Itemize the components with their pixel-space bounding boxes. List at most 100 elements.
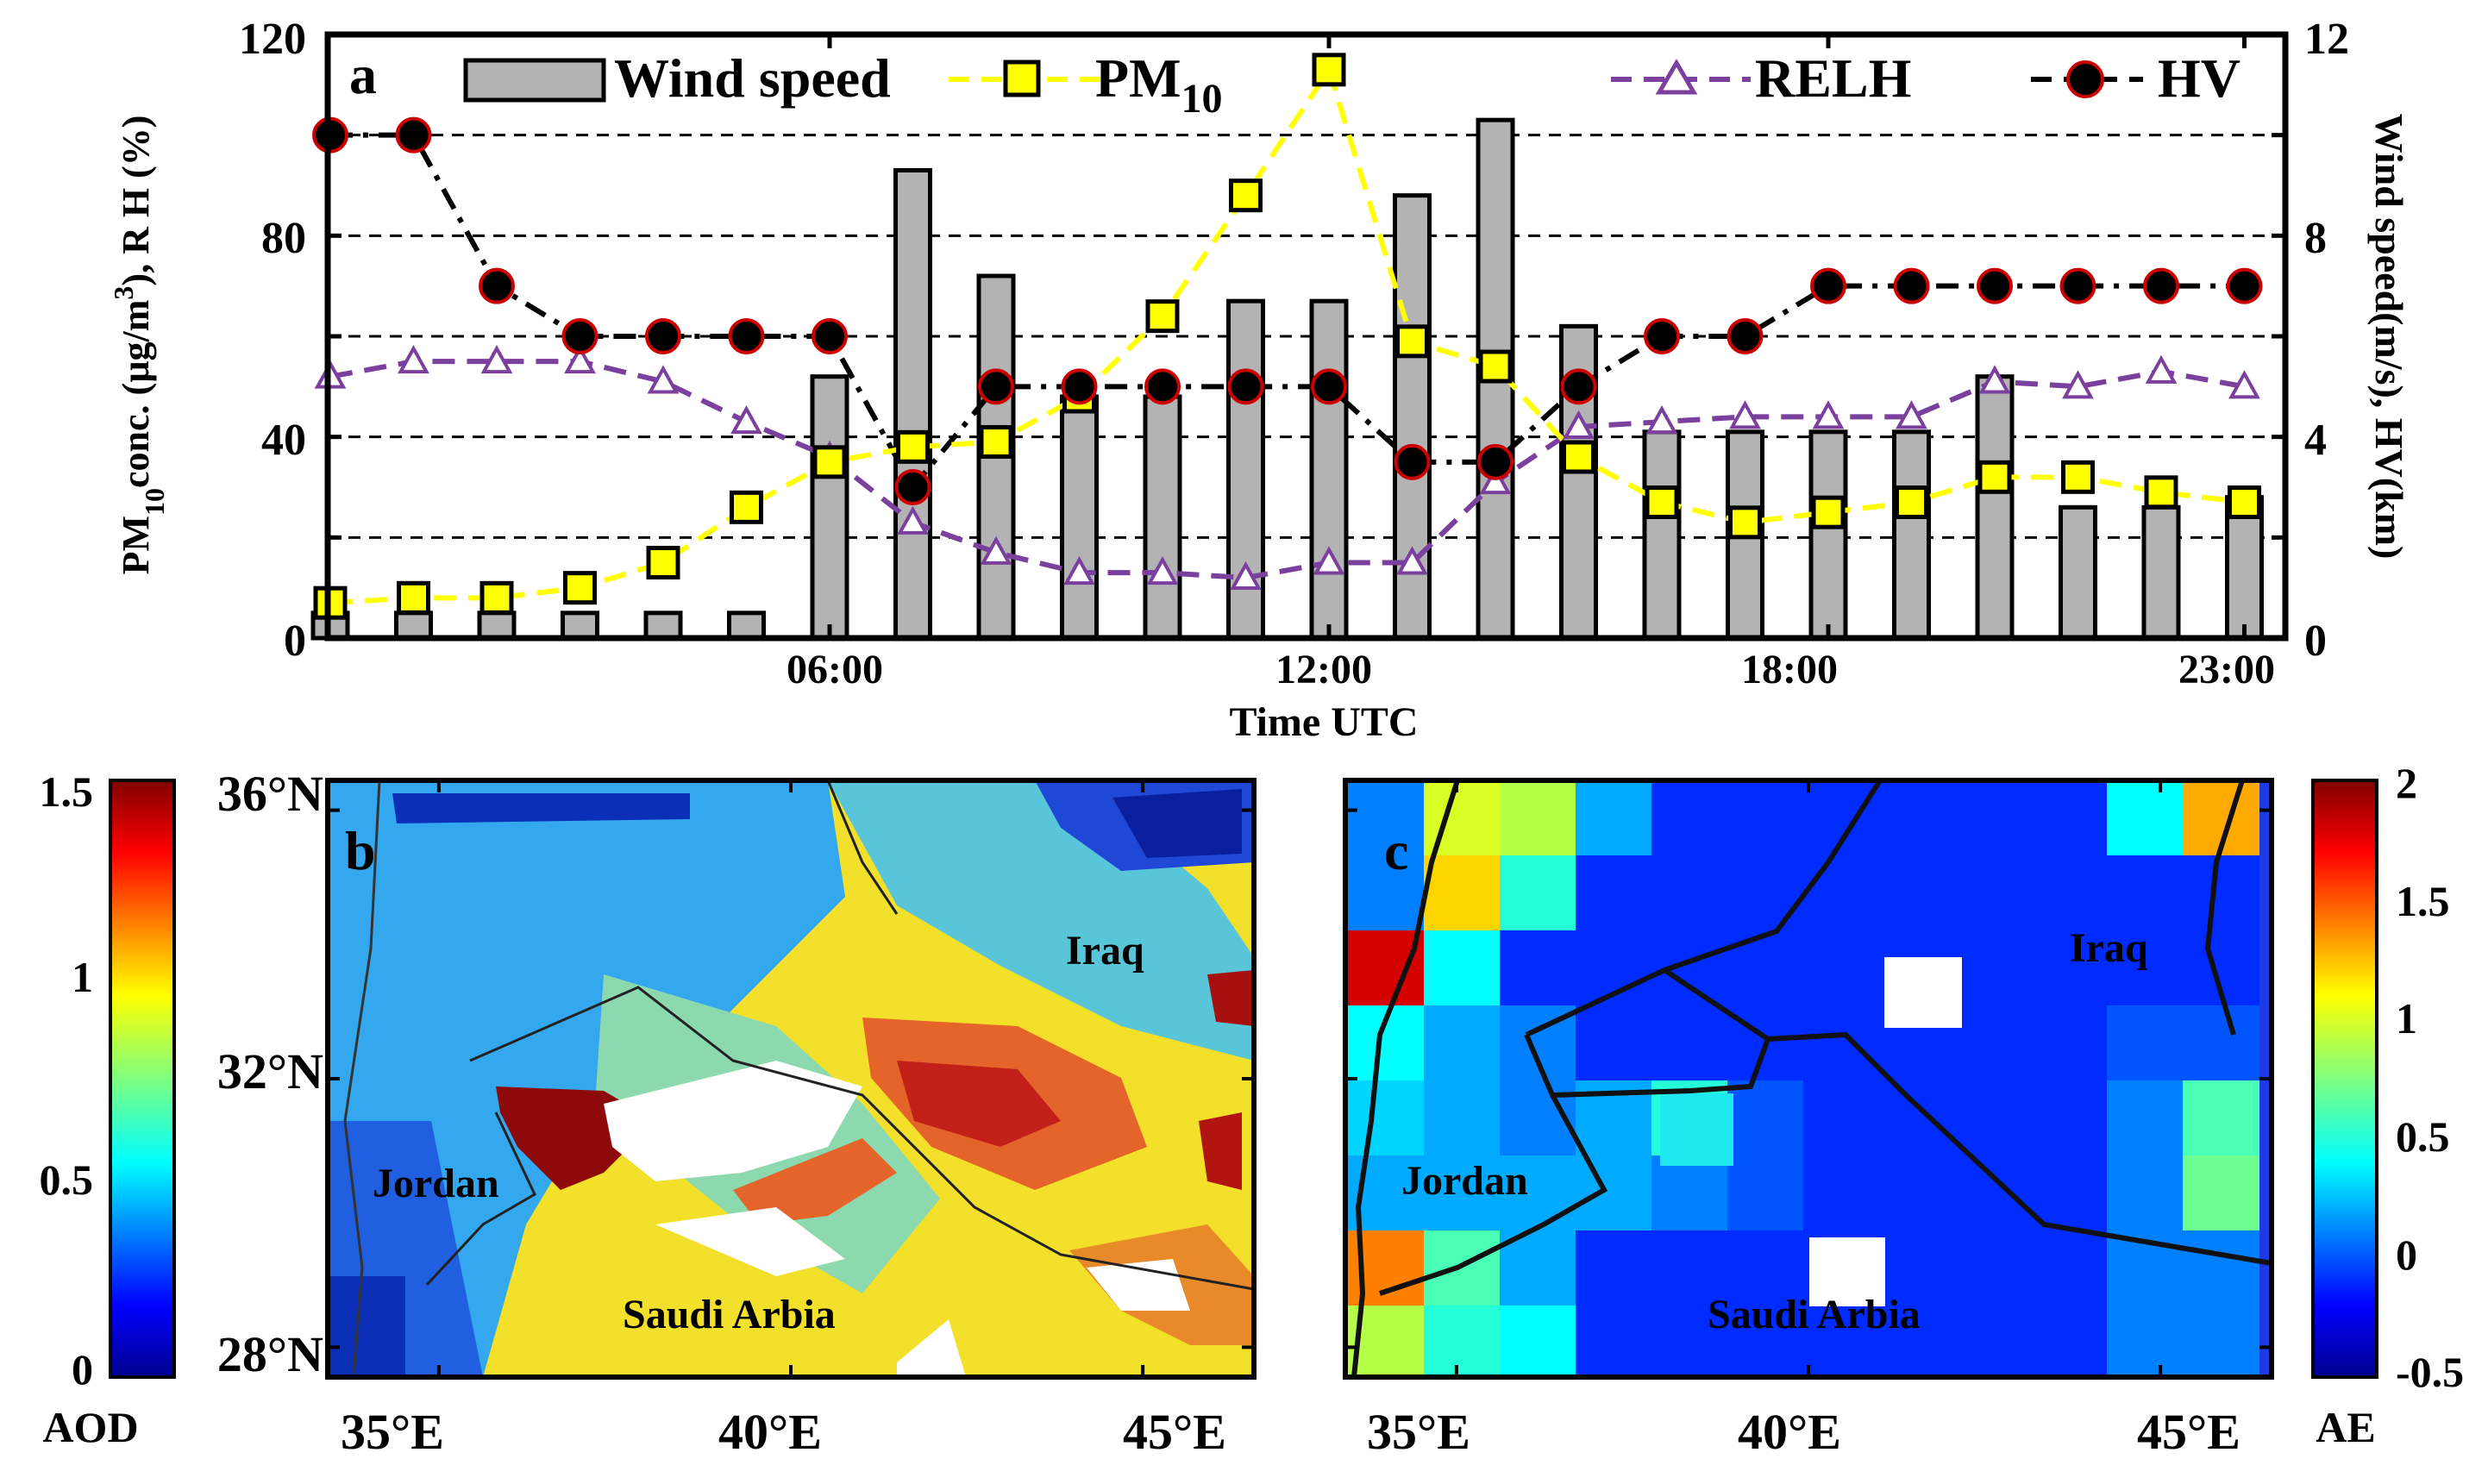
a-bar-wind-speed-10	[1143, 394, 1182, 641]
a-marker-relh-7	[897, 505, 929, 535]
a-marker-hv-19	[1893, 267, 1930, 304]
a-marker-pm10-18	[1811, 495, 1846, 529]
c-cell	[1500, 1230, 1576, 1306]
c-cell	[1803, 1005, 1880, 1081]
a-marker-pm10-20	[1977, 460, 2012, 494]
colorbar-aod-bar	[109, 779, 176, 1379]
b-region-north-dark	[392, 793, 690, 823]
b-lat-tick-32n: 32°N	[217, 1043, 323, 1099]
a-gridlines	[328, 134, 2285, 539]
a-marker-pm10-16	[1645, 485, 1679, 519]
b-lon-tick-40e: 40°E	[718, 1404, 822, 1460]
panel-b-aod-map: b Iraq Jordan Saudi Arbia 36°N 32°N 28°N…	[217, 766, 1257, 1460]
a-marker-pm10-7	[896, 429, 930, 464]
a-marker-hv-1	[395, 116, 432, 153]
legend-label-hv: HV	[2158, 47, 2240, 109]
colorbar-ae-tick-1: 1	[2396, 994, 2417, 1043]
colorbar-ae-bar	[2311, 779, 2378, 1379]
a-marker-relh-11	[1230, 560, 1262, 590]
a-marker-pm10-3	[563, 571, 597, 605]
c-cell	[2107, 1005, 2184, 1081]
a-bar-wind-speed-22	[2141, 504, 2181, 641]
c-border-east	[2204, 780, 2245, 1036]
b-region-label-jordan: Jordan	[373, 1161, 499, 1206]
c-cell	[1424, 855, 1501, 931]
b-axis-ticks	[328, 780, 1254, 1377]
a-marker-hv-13	[1394, 443, 1431, 480]
panel-c-label: c	[1384, 820, 1408, 881]
a-marker-hv-2	[479, 267, 515, 304]
a-marker-hv-6	[812, 318, 848, 354]
a-marker-pm10-12	[1312, 53, 1346, 87]
c-cell	[1500, 930, 1576, 1006]
a-marker-pm10-21	[2061, 460, 2095, 494]
a-ytick-left-120: 120	[239, 15, 306, 64]
a-marker-relh-13	[1396, 546, 1428, 575]
a-xtick-1200: 12:00	[1275, 647, 1372, 692]
c-cell	[1803, 1306, 1880, 1377]
a-ylabel-left: PM10conc. (µg/m3), R H (%)	[108, 116, 170, 575]
a-bar-wind-speed-7	[893, 168, 932, 641]
c-lon-tick-35e: 35°E	[1367, 1404, 1470, 1460]
c-cell	[1500, 1306, 1576, 1377]
a-bar-wind-speed-6	[810, 374, 849, 641]
c-cell-missing	[1884, 957, 1962, 1028]
a-marker-pm10-14	[1478, 349, 1513, 384]
a-marker-relh-15	[1563, 410, 1595, 439]
c-cell	[2031, 1080, 2108, 1156]
c-cell	[1651, 1306, 1728, 1377]
legend-marker-pm10	[1003, 59, 1041, 97]
c-cell	[1651, 1230, 1728, 1306]
c-cell	[1879, 780, 1956, 856]
c-cell	[1803, 855, 1880, 931]
b-region-label-iraq: Iraq	[1066, 928, 1144, 974]
colorbar-ae-tick-0.5: 0.5	[2396, 1112, 2450, 1161]
c-cell	[2183, 1306, 2259, 1377]
a-marker-relh-19	[1896, 400, 1927, 429]
a-marker-hv-12	[1311, 368, 1347, 405]
c-cell	[1727, 780, 1804, 856]
b-border-coast	[343, 780, 381, 1377]
a-marker-hv-15	[1560, 368, 1597, 405]
b-lat-tick-28n: 28°N	[217, 1326, 323, 1382]
c-cell	[1651, 855, 1728, 931]
a-marker-pm10-1	[397, 580, 430, 615]
a-axis-ticks	[328, 32, 2285, 641]
a-marker-pm10-8	[979, 425, 1013, 459]
a-marker-hv-3	[561, 318, 598, 354]
c-cell	[2183, 1230, 2259, 1306]
a-marker-pm10-5	[730, 490, 763, 524]
legend-label-pm10: PM10	[1095, 47, 1223, 122]
a-marker-relh-1	[398, 345, 429, 374]
b-region-south-cloud	[897, 1319, 966, 1377]
a-ytick-left-40: 40	[261, 416, 306, 465]
b-region-east-red	[1199, 1112, 1242, 1190]
c-cell	[1727, 1306, 1804, 1377]
b-region-west-blue	[328, 780, 845, 1377]
c-cell	[1651, 1155, 1728, 1231]
c-cell	[2031, 1155, 2108, 1231]
b-border-iraq-saudi	[469, 986, 1254, 1291]
c-region-label-jordan: Jordan	[1401, 1158, 1528, 1204]
c-cell	[1879, 1230, 1956, 1306]
a-marker-relh-16	[1645, 405, 1678, 435]
c-cell	[1424, 1080, 1501, 1156]
a-marker-hv-16	[1644, 318, 1680, 354]
c-cell	[2031, 1306, 2108, 1377]
c-cell	[1348, 930, 1425, 1006]
a-ytick-left-0: 0	[284, 617, 306, 666]
a-marker-pm10-15	[1562, 440, 1595, 474]
colorbar-ae-label: AE	[2316, 1403, 2375, 1451]
colorbar-aod: 1.5 1 0.5 0 AOD	[40, 767, 176, 1451]
c-grid-cells	[1348, 780, 2259, 1377]
a-marker-pm10-4	[646, 546, 680, 579]
a-ytick-right-12: 12	[2304, 15, 2349, 64]
c-cell	[1803, 930, 1880, 1006]
c-cell	[2107, 1306, 2184, 1377]
c-region-label-saudi: Saudi Arbia	[1708, 1292, 1921, 1337]
c-cell	[2107, 780, 2184, 856]
legend-marker-relh	[1655, 59, 1698, 95]
colorbar-aod-tick-0.5: 0.5	[40, 1155, 94, 1204]
a-xlabel: Time UTC	[1229, 699, 1418, 745]
a-marker-hv-21	[2059, 267, 2096, 304]
